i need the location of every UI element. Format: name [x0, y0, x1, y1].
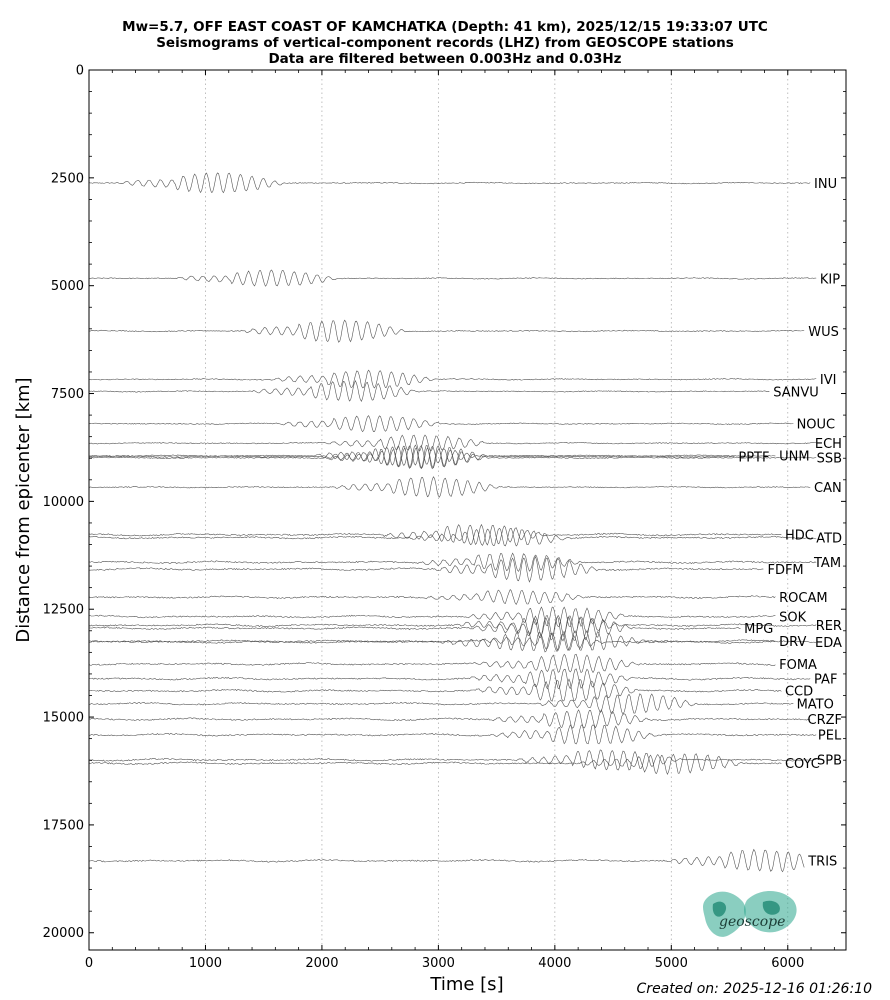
- station-label-can: CAN: [814, 481, 842, 496]
- y-tick-label: 15000: [43, 711, 84, 726]
- station-label-crzf: CRZF: [808, 713, 843, 728]
- station-label-hdc: HDC: [785, 529, 814, 544]
- y-axis-label: Distance from epicenter [km]: [13, 377, 34, 642]
- trace-hdc: [88, 523, 782, 546]
- station-label-ssb: SSB: [817, 452, 842, 467]
- trace-kip: [88, 269, 817, 287]
- trace-ech: [88, 434, 817, 452]
- station-label-mpg: MPG: [744, 622, 773, 637]
- station-label-paf: PAF: [814, 673, 837, 688]
- y-tick-label: 10000: [43, 495, 84, 510]
- trace-drv: [88, 630, 776, 652]
- created-timestamp: Created on: 2025-12-16 01:26:10: [636, 981, 872, 997]
- x-tick-label: 0: [85, 956, 93, 971]
- axis-ticks: [88, 69, 846, 950]
- trace-sanvu: [88, 380, 770, 402]
- trace-tam: [88, 552, 817, 572]
- trace-pel: [88, 723, 817, 745]
- y-tick-label: 7500: [51, 387, 84, 402]
- station-label-ech: ECH: [815, 437, 842, 452]
- trace-foma: [88, 653, 776, 674]
- trace-can: [88, 476, 811, 498]
- trace-eda: [88, 630, 817, 653]
- trace-unm: [88, 445, 776, 466]
- title-line-1: Mw=5.7, OFF EAST COAST OF KAMCHATKA (Dep…: [122, 19, 768, 35]
- station-label-rocam: ROCAM: [779, 591, 827, 606]
- trace-inu: [88, 172, 811, 194]
- y-tick-label: 2500: [51, 171, 84, 186]
- trace-rer: [88, 614, 817, 636]
- chart-title: Mw=5.7, OFF EAST COAST OF KAMCHATKA (Dep…: [122, 19, 768, 67]
- x-tick-label: 3000: [422, 956, 455, 971]
- station-label-spb: SPB: [817, 754, 842, 769]
- station-label-rer: RER: [816, 619, 842, 634]
- station-label-ivi: IVI: [820, 373, 837, 388]
- station-label-sanvu: SANVU: [773, 385, 819, 400]
- trace-crzf: [88, 709, 811, 729]
- y-tick-label: 12500: [43, 603, 84, 618]
- station-label-wus: WUS: [808, 325, 839, 340]
- title-line-3: Data are filtered between 0.003Hz and 0.…: [268, 51, 621, 67]
- x-tick-label: 5000: [655, 956, 688, 971]
- trace-ivi: [88, 369, 817, 389]
- station-label-tris: TRIS: [807, 855, 837, 870]
- trace-coyc: [88, 753, 782, 776]
- station-label-nouc: NOUC: [797, 418, 836, 433]
- grid-lines: [205, 70, 789, 950]
- station-label-atd: ATD: [816, 532, 842, 547]
- trace-spb: [88, 749, 817, 771]
- logo-text: geoscope: [719, 914, 785, 930]
- trace-pptf: [88, 444, 735, 470]
- title-line-2: Seismograms of vertical-component record…: [156, 35, 734, 51]
- trace-mpg: [88, 616, 741, 642]
- seismogram-traces: [88, 172, 817, 873]
- trace-rocam: [88, 588, 776, 605]
- station-label-pptf: PPTF: [738, 450, 769, 465]
- trace-mato: [88, 693, 794, 715]
- station-label-unm: UNM: [779, 450, 809, 465]
- station-label-sok: SOK: [779, 610, 806, 625]
- trace-paf: [88, 668, 811, 690]
- station-label-ccd: CCD: [785, 685, 813, 700]
- trace-atd: [88, 527, 817, 547]
- x-tick-label: 6000: [771, 956, 804, 971]
- y-tick-label: 20000: [43, 926, 84, 941]
- station-label-inu: INU: [814, 177, 837, 192]
- trace-ssb: [88, 447, 817, 469]
- trace-nouc: [88, 415, 794, 433]
- y-tick-label: 5000: [51, 279, 84, 294]
- trace-wus: [88, 319, 805, 343]
- station-label-eda: EDA: [815, 636, 842, 651]
- station-label-kip: KIP: [820, 272, 840, 287]
- tick-labels: 0 1000 2000 3000 4000 5000 6000 0 2500 5000 7500 10…: [43, 64, 805, 972]
- trace-fdfm: [88, 555, 764, 583]
- trace-ccd: [88, 678, 782, 702]
- x-tick-label: 4000: [538, 956, 571, 971]
- station-label-tam: TAM: [813, 556, 841, 571]
- y-tick-label: 17500: [43, 818, 84, 833]
- trace-tris: [88, 848, 805, 873]
- x-tick-label: 1000: [189, 956, 222, 971]
- y-tick-label: 0: [76, 64, 84, 79]
- x-axis-label: Time [s]: [429, 974, 503, 995]
- trace-sok: [88, 606, 776, 628]
- plot-frame: [88, 69, 847, 951]
- station-label-foma: FOMA: [779, 658, 817, 673]
- station-label-drv: DRV: [779, 635, 806, 650]
- x-tick-label: 2000: [305, 956, 338, 971]
- geoscope-logo: geoscope: [703, 891, 797, 937]
- station-label-mato: MATO: [797, 698, 834, 713]
- station-label-pel: PEL: [818, 729, 842, 744]
- station-label-coyc: COYC: [785, 757, 820, 772]
- station-label-fdfm: FDFM: [767, 563, 803, 578]
